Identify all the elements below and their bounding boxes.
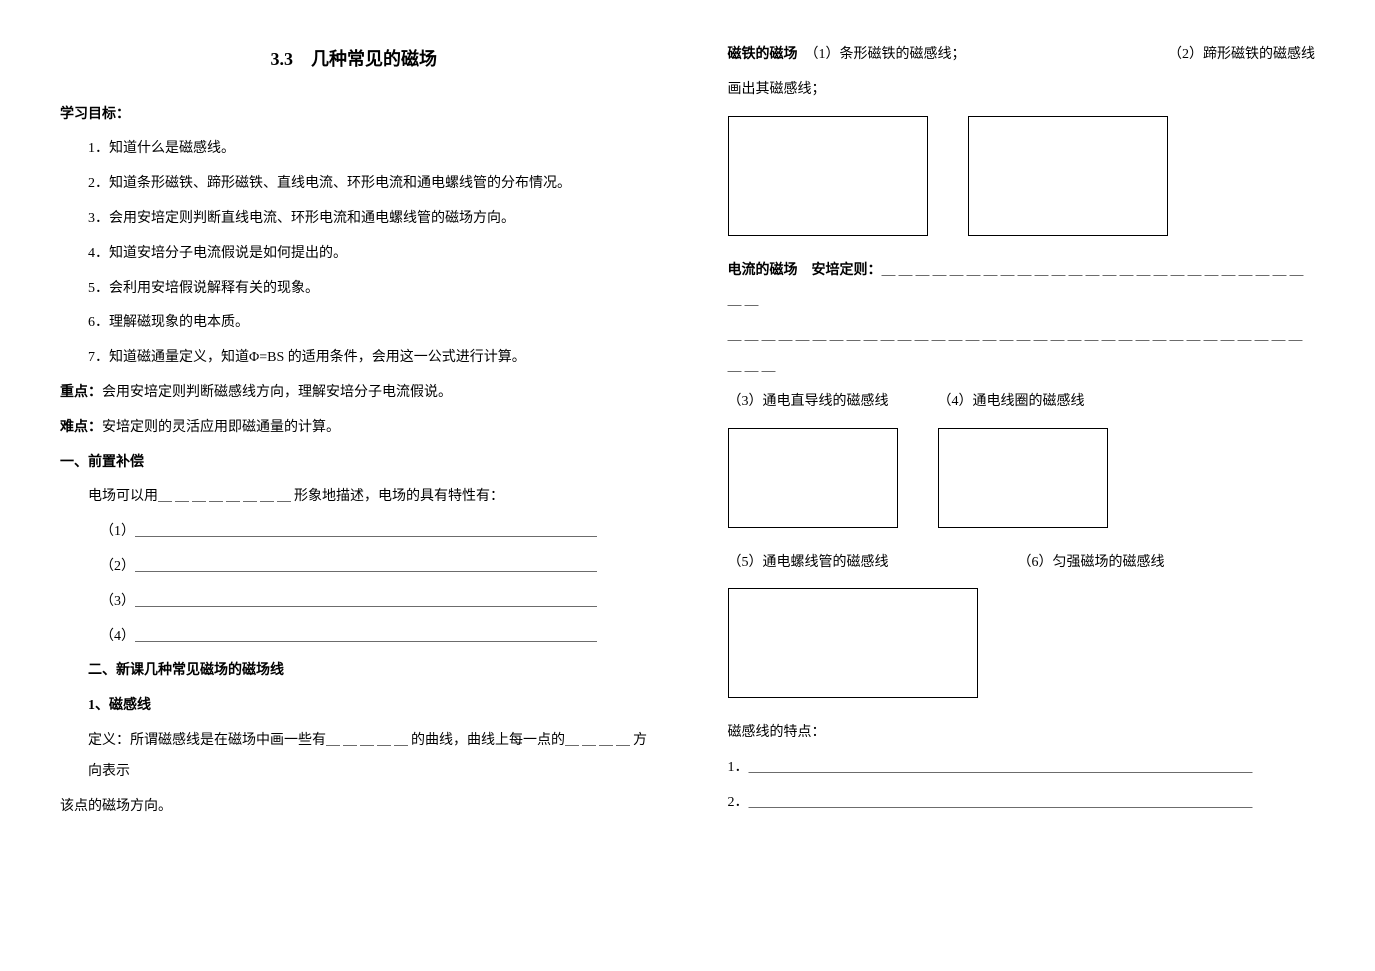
- figure-box-horseshoe-magnet: [968, 116, 1168, 236]
- left-column: 3.3 几种常见的磁场 学习目标： 1．知道什么是磁感线。 2．知道条形磁铁、蹄…: [60, 40, 648, 826]
- sub1-title: 1、磁感线: [60, 691, 648, 722]
- figure-box-coil: [938, 428, 1108, 528]
- fig4-label: （4）通电线圈的磁感线: [938, 387, 1108, 418]
- def-a: 定义：所谓磁感线是在磁场中画一些有: [88, 733, 326, 748]
- label-row-34: （3）通电直导线的磁感线 （4）通电线圈的磁感线: [728, 387, 1316, 418]
- magnet-header: 磁铁的磁场 （1）条形磁铁的磁感线； （2）蹄形磁铁的磁感线: [728, 40, 1316, 71]
- fig6-label: （6）匀强磁场的磁感线: [1018, 548, 1165, 579]
- fig3-label: （3）通电直导线的磁感线: [728, 387, 898, 418]
- objective-item: 6．理解磁现象的电本质。: [60, 308, 648, 339]
- section1-title: 一、前置补偿: [60, 448, 648, 479]
- keypoint-label: 重点：: [60, 385, 102, 400]
- figure-row-3: [728, 588, 1316, 698]
- list-item: （1）＿＿＿＿＿＿＿＿＿＿＿＿＿＿＿＿＿＿＿＿＿＿＿＿＿＿＿＿＿＿＿＿＿: [60, 517, 648, 548]
- intro-b: 形象地描述，电场的具有特性有：: [294, 489, 504, 504]
- definition-line-2: 该点的磁场方向。: [60, 792, 648, 823]
- figure-box-straight-wire: [728, 428, 898, 528]
- list-item: （2）＿＿＿＿＿＿＿＿＿＿＿＿＿＿＿＿＿＿＿＿＿＿＿＿＿＿＿＿＿＿＿＿＿: [60, 552, 648, 583]
- figure-box-solenoid: [728, 588, 978, 698]
- objective-item: 4．知道安培分子电流假说是如何提出的。: [60, 239, 648, 270]
- list-item: （4）＿＿＿＿＿＿＿＿＿＿＿＿＿＿＿＿＿＿＿＿＿＿＿＿＿＿＿＿＿＿＿＿＿: [60, 622, 648, 653]
- right-column: 磁铁的磁场 （1）条形磁铁的磁感线； （2）蹄形磁铁的磁感线 画出其磁感线； 电…: [728, 40, 1316, 826]
- difficulty-line: 难点：安培定则的灵活应用即磁通量的计算。: [60, 413, 648, 444]
- def-blank2: ＿＿＿＿: [565, 733, 633, 748]
- magnet-1: （1）条形磁铁的磁感线；: [812, 47, 966, 62]
- current-label: 电流的磁场 安培定则：: [728, 263, 882, 278]
- def-blank1: ＿＿＿＿＿: [326, 733, 411, 748]
- keypoint-text: 会用安培定则判断磁感线方向，理解安培分子电流假说。: [102, 385, 452, 400]
- document-title: 3.3 几种常见的磁场: [60, 40, 648, 80]
- feature-2: 2．＿＿＿＿＿＿＿＿＿＿＿＿＿＿＿＿＿＿＿＿＿＿＿＿＿＿＿＿＿＿＿＿＿＿＿＿: [728, 788, 1316, 819]
- section1-intro: 电场可以用＿＿＿＿＿＿＿＿形象地描述，电场的具有特性有：: [60, 482, 648, 513]
- keypoint-line: 重点：会用安培定则判断磁感线方向，理解安培分子电流假说。: [60, 378, 648, 409]
- section2-title: 二、新课几种常见磁场的磁场线: [60, 656, 648, 687]
- intro-blank: ＿＿＿＿＿＿＿＿: [158, 489, 294, 504]
- magnet-2: （2）蹄形磁铁的磁感线: [1168, 40, 1315, 71]
- label-row-56: （5）通电螺线管的磁感线 （6）匀强磁场的磁感线: [728, 548, 1316, 579]
- difficulty-label: 难点：: [60, 420, 102, 435]
- objectives-label: 学习目标：: [60, 100, 648, 131]
- current-header: 电流的磁场 安培定则：＿＿＿＿＿＿＿＿＿＿＿＿＿＿＿＿＿＿＿＿＿＿＿＿＿＿＿: [728, 256, 1316, 318]
- intro-a: 电场可以用: [88, 489, 158, 504]
- figure-row-2: [728, 428, 1316, 528]
- figure-box-bar-magnet: [728, 116, 928, 236]
- objective-item: 2．知道条形磁铁、蹄形磁铁、直线电流、环形电流和通电螺线管的分布情况。: [60, 169, 648, 200]
- list-item: （3）＿＿＿＿＿＿＿＿＿＿＿＿＿＿＿＿＿＿＿＿＿＿＿＿＿＿＿＿＿＿＿＿＿: [60, 587, 648, 618]
- draw-label: 画出其磁感线；: [728, 75, 1316, 106]
- features-label: 磁感线的特点：: [728, 718, 1316, 749]
- figure-row-1: [728, 116, 1316, 236]
- current-blank2: ＿＿＿＿＿＿＿＿＿＿＿＿＿＿＿＿＿＿＿＿＿＿＿＿＿＿＿＿＿＿＿＿＿＿＿＿＿: [728, 321, 1316, 383]
- feature-1: 1．＿＿＿＿＿＿＿＿＿＿＿＿＿＿＿＿＿＿＿＿＿＿＿＿＿＿＿＿＿＿＿＿＿＿＿＿: [728, 753, 1316, 784]
- def-b: 的曲线，曲线上每一点的: [411, 733, 565, 748]
- objective-item: 5．会利用安培假说解释有关的现象。: [60, 274, 648, 305]
- fig5-label: （5）通电螺线管的磁感线: [728, 548, 978, 579]
- difficulty-text: 安培定则的灵活应用即磁通量的计算。: [102, 420, 340, 435]
- definition-line: 定义：所谓磁感线是在磁场中画一些有＿＿＿＿＿的曲线，曲线上每一点的＿＿＿＿方向表…: [60, 726, 648, 788]
- objective-item: 7．知道磁通量定义，知道Φ=BS 的适用条件，会用这一公式进行计算。: [60, 343, 648, 374]
- objective-item: 3．会用安培定则判断直线电流、环形电流和通电螺线管的磁场方向。: [60, 204, 648, 235]
- magnet-label: 磁铁的磁场: [728, 47, 798, 62]
- objective-item: 1．知道什么是磁感线。: [60, 134, 648, 165]
